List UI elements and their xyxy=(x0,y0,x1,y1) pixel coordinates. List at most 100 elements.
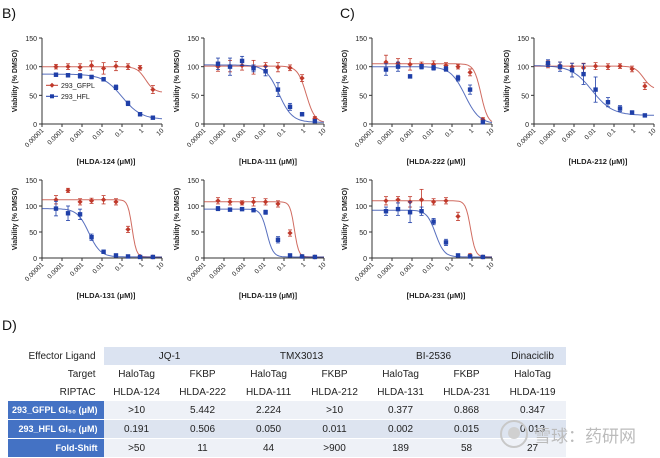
y-tick-label: 150 xyxy=(355,36,367,43)
chart-hlda-131: 0 50 100 150 0.00001 0.0001 0.001 0.01 0.1 1 10 Via… xyxy=(12,178,166,300)
data-point xyxy=(605,64,611,70)
row-label-target: Target xyxy=(67,368,96,380)
data-point xyxy=(77,199,83,205)
y-axis-label: Viability (% DMSO) xyxy=(174,188,181,251)
data-point xyxy=(137,112,143,117)
target-cell: HaloTag xyxy=(103,365,170,383)
x-tick-label: 0.001 xyxy=(399,261,416,278)
value-cell: 44 xyxy=(235,438,302,458)
x-axis-label: [HLDA-231 (μM)] xyxy=(407,291,466,300)
x-tick-label: 0.1 xyxy=(276,261,288,273)
y-tick-label: 0 xyxy=(363,256,367,263)
ligand-cell: Dinaciclib xyxy=(499,347,566,365)
value-cell: 0.506 xyxy=(169,419,236,439)
x-tick-label: 0.00001 xyxy=(354,127,376,149)
data-point xyxy=(65,187,71,193)
data-point xyxy=(312,118,318,124)
data-point xyxy=(592,63,599,69)
data-point xyxy=(395,206,401,212)
fit-curve xyxy=(42,199,162,258)
ligand-cell: TMX3013 xyxy=(235,347,368,365)
data-point xyxy=(239,58,245,64)
y-tick-label: 150 xyxy=(187,36,199,43)
data-point xyxy=(125,101,131,106)
y-tick-label: 0 xyxy=(195,256,199,263)
y-axis-label: Viability (% DMSO) xyxy=(342,50,349,113)
panel-label-c: C) xyxy=(340,5,355,21)
fit-curve xyxy=(372,209,492,258)
x-tick-label: 0.1 xyxy=(114,261,126,273)
y-tick-label: 100 xyxy=(517,65,529,72)
fit-curve xyxy=(204,65,325,123)
legend-label: 293_GFPL xyxy=(61,83,95,90)
data-point xyxy=(100,65,107,71)
y-tick-label: 100 xyxy=(25,204,37,211)
data-point xyxy=(581,71,586,77)
data-point xyxy=(125,226,131,232)
fit-curve xyxy=(204,208,324,258)
x-tick-label: 0.00001 xyxy=(24,127,46,149)
y-tick-label: 150 xyxy=(355,178,367,185)
x-tick-label: 1 xyxy=(300,127,308,135)
data-point xyxy=(150,87,156,93)
value-cell: 0.868 xyxy=(433,401,500,420)
x-tick-label: 0.01 xyxy=(254,127,268,141)
x-tick-label: 0.1 xyxy=(114,127,126,139)
data-point xyxy=(53,72,59,77)
data-point xyxy=(299,254,305,259)
value-cell: >10 xyxy=(301,401,368,420)
y-axis-label: Viability (% DMSO) xyxy=(342,188,349,251)
riptac-cell: HLDA-231 xyxy=(433,383,500,401)
y-tick-label: 0 xyxy=(33,122,37,129)
y-tick-label: 100 xyxy=(187,204,199,211)
data-point xyxy=(383,209,389,214)
y-tick-label: 0 xyxy=(33,256,37,263)
y-tick-label: 50 xyxy=(29,93,37,100)
x-tick-label: 10 xyxy=(317,261,327,271)
data-point xyxy=(407,61,413,67)
value-cell: >50 xyxy=(103,438,170,458)
y-axis-label: Viability (% DMSO) xyxy=(12,188,19,251)
x-tick-label: 0.00001 xyxy=(24,261,46,283)
x-tick-label: 10 xyxy=(317,127,327,137)
data-point xyxy=(53,64,59,70)
riptac-cell: HLDA-212 xyxy=(301,383,368,401)
data-point xyxy=(275,64,281,70)
data-point xyxy=(113,199,119,205)
x-tick-label: 0.001 xyxy=(561,127,578,144)
data-point xyxy=(263,210,268,215)
data-point xyxy=(65,211,71,216)
snowball-logo-icon xyxy=(500,420,528,448)
x-tick-label: 10 xyxy=(155,261,165,271)
fit-curve xyxy=(372,200,492,258)
data-point xyxy=(89,74,94,80)
table-row-fold: Fold-Shift >50 11 44 >900 189 58 27 xyxy=(8,438,566,458)
data-point xyxy=(101,249,106,254)
x-tick-label: 1 xyxy=(468,127,476,135)
data-point xyxy=(215,198,221,204)
panel-label-b: B) xyxy=(2,5,16,21)
data-point xyxy=(383,198,389,204)
data-point xyxy=(53,197,59,203)
row-label-gfpl: 293_GFPL GI₅₀ (μM) xyxy=(8,401,104,420)
x-tick-label: 10 xyxy=(647,127,657,137)
data-point xyxy=(137,65,143,71)
x-tick-label: 0.001 xyxy=(399,127,416,144)
x-tick-label: 0.00001 xyxy=(354,261,376,283)
data-point xyxy=(113,85,119,90)
x-tick-label: 1 xyxy=(138,261,146,269)
x-tick-label: 0.001 xyxy=(69,261,86,278)
data-point xyxy=(88,62,95,69)
x-tick-label: 0.0001 xyxy=(208,261,227,280)
x-tick-label: 1 xyxy=(300,261,308,269)
x-tick-label: 1 xyxy=(630,127,638,135)
data-point xyxy=(467,87,473,92)
x-tick-label: 0.001 xyxy=(69,127,86,144)
fit-curve xyxy=(372,63,493,122)
value-cell: 0.015 xyxy=(433,419,500,439)
data-point xyxy=(65,73,71,78)
x-tick-label: 0.1 xyxy=(606,127,618,139)
y-tick-label: 50 xyxy=(359,93,367,100)
data-point xyxy=(227,207,233,212)
row-label-riptac: RIPTAC xyxy=(59,386,96,398)
